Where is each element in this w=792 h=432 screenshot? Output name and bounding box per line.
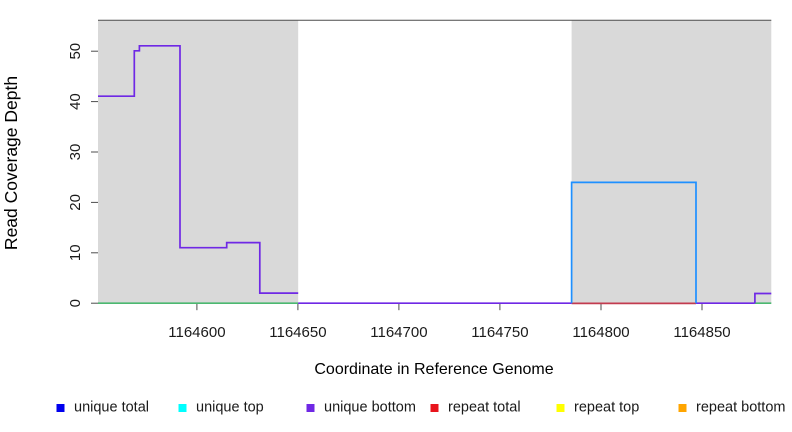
svg-text:Coordinate in Reference Genome: Coordinate in Reference Genome [314, 361, 553, 378]
svg-text:1164850: 1164850 [673, 324, 730, 341]
svg-text:10: 10 [67, 244, 84, 261]
svg-text:unique top: unique top [196, 400, 264, 416]
svg-text:1164750: 1164750 [471, 324, 528, 341]
svg-text:1164700: 1164700 [370, 324, 427, 341]
svg-text:repeat bottom: repeat bottom [696, 400, 785, 416]
svg-text:Read Coverage Depth: Read Coverage Depth [1, 76, 21, 250]
svg-text:repeat top: repeat top [574, 400, 639, 416]
svg-text:20: 20 [67, 194, 84, 211]
svg-text:30: 30 [67, 144, 84, 161]
svg-text:1164800: 1164800 [572, 324, 629, 341]
svg-text:1164650: 1164650 [269, 324, 326, 341]
svg-text:50: 50 [67, 43, 84, 60]
svg-text:40: 40 [67, 93, 84, 110]
svg-text:1164600: 1164600 [168, 324, 225, 341]
svg-text:0: 0 [67, 299, 84, 307]
svg-text:unique bottom: unique bottom [324, 400, 416, 416]
svg-text:unique total: unique total [74, 400, 149, 416]
svg-text:repeat total: repeat total [448, 400, 521, 416]
